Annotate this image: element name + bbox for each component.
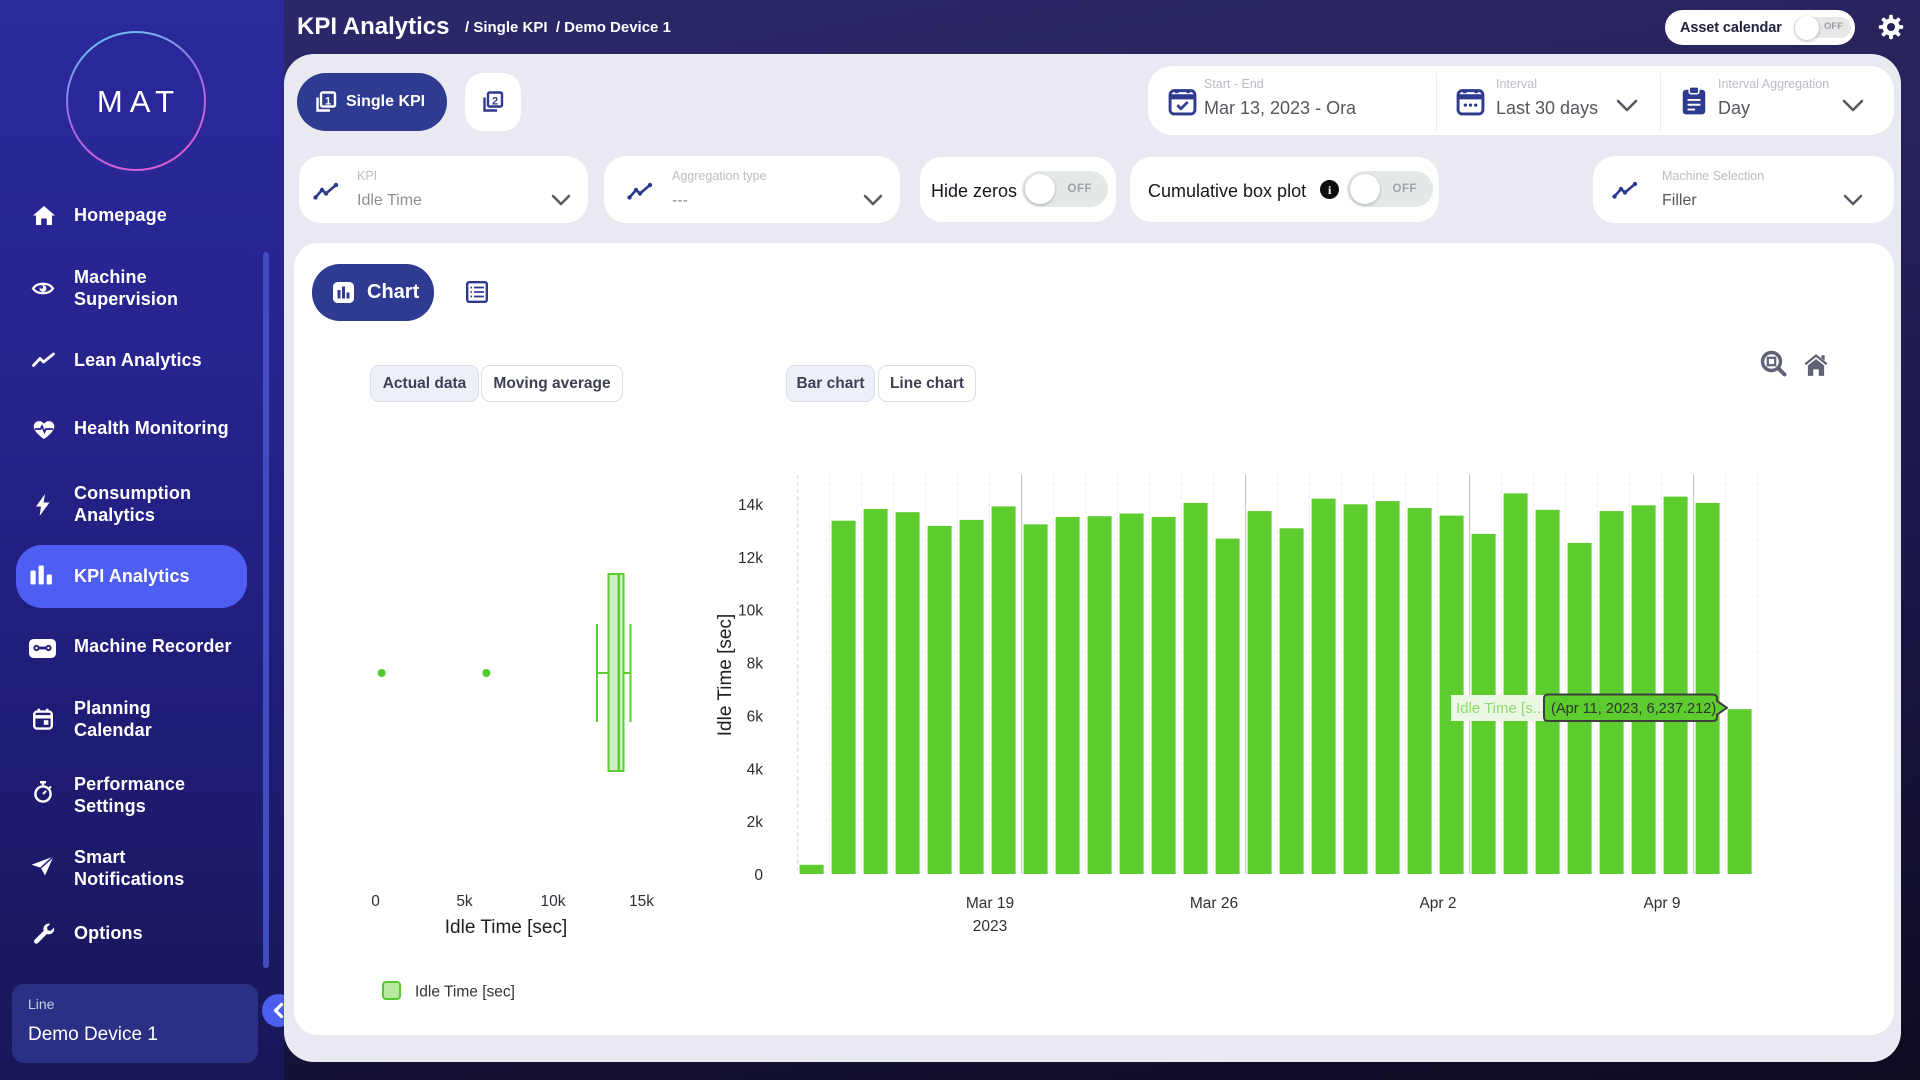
svg-text:10k: 10k: [541, 893, 566, 910]
svg-text:Mar 26: Mar 26: [1190, 895, 1238, 912]
svg-text:Idle Time [sec]: Idle Time [sec]: [445, 917, 568, 938]
svg-text:Idle Time [s...: Idle Time [s...: [1456, 700, 1545, 717]
svg-text:Apr 9: Apr 9: [1643, 895, 1680, 912]
svg-text:(Apr 11, 2023, 6,237.212): (Apr 11, 2023, 6,237.212): [1551, 701, 1716, 717]
svg-text:0: 0: [371, 893, 380, 910]
svg-text:10k: 10k: [738, 603, 763, 620]
svg-text:Apr 2: Apr 2: [1419, 895, 1456, 912]
svg-text:2023: 2023: [973, 918, 1007, 935]
svg-text:2k: 2k: [747, 814, 764, 831]
svg-text:MAT: MAT: [97, 84, 181, 119]
svg-text:1: 1: [325, 96, 331, 108]
svg-text:5k: 5k: [456, 893, 473, 910]
svg-text:Idle Time [sec]: Idle Time [sec]: [415, 984, 515, 1001]
svg-text:Idle Time [sec]: Idle Time [sec]: [715, 614, 736, 737]
svg-text:14k: 14k: [738, 497, 763, 514]
svg-text:12k: 12k: [738, 550, 763, 567]
svg-text:Mar 19: Mar 19: [966, 895, 1014, 912]
svg-text:8k: 8k: [747, 656, 764, 673]
svg-text:15k: 15k: [629, 893, 654, 910]
svg-text:4k: 4k: [747, 761, 764, 778]
svg-text:0: 0: [754, 867, 763, 884]
svg-text:6k: 6k: [747, 708, 764, 725]
svg-text:2: 2: [492, 96, 498, 108]
